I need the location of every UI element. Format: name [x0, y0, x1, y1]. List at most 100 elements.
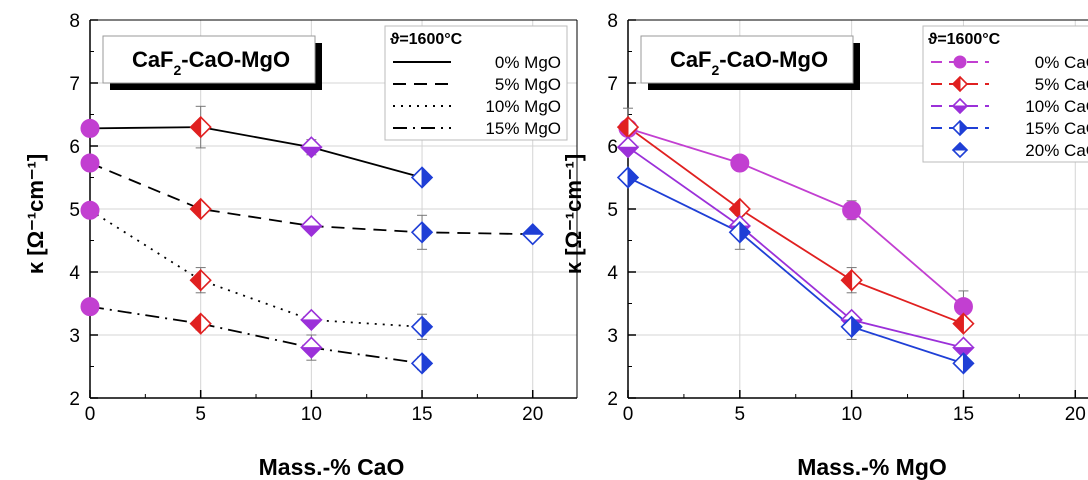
data-point	[952, 312, 975, 335]
data-point	[80, 297, 100, 317]
marker-fill	[739, 221, 751, 244]
data-point	[300, 308, 323, 332]
marker-fill	[617, 115, 629, 139]
x-tick-label: 15	[411, 404, 432, 425]
marker-fill	[962, 352, 975, 375]
legend-swatch-marker	[951, 97, 969, 115]
marker-fill	[421, 166, 433, 189]
x-tick-label: 0	[623, 404, 634, 425]
data-point	[616, 166, 640, 189]
data-point	[189, 268, 212, 292]
marker-fill	[840, 268, 853, 292]
legend: ϑ=1600°C 0% MgO 5% MgO 10% MgO 15% MgO	[384, 25, 568, 141]
data-point	[730, 153, 750, 173]
marker-fill	[851, 315, 863, 339]
legend-swatch-marker	[951, 119, 969, 137]
x-tick-label: 5	[735, 404, 746, 425]
data-point	[840, 268, 863, 292]
marker-fill	[189, 312, 202, 335]
x-tick-label: 0	[85, 404, 96, 425]
system-label: CaF2-CaO-MgO	[132, 47, 290, 78]
series-line	[89, 126, 423, 179]
legend: ϑ=1600°C 0% CaO 5% CaO 10% CaO 15% CaO 20% Ca…	[922, 25, 1088, 163]
chart-panel-1: 0 5 10 15 20 2 3 4 5 6 7 8 Mass.-% CaO κ [Ω⁻¹cm⁻¹] CaF…	[23, 11, 578, 480]
system-label: CaF2-CaO-MgO	[670, 47, 828, 78]
y-tick-label: 3	[69, 326, 80, 347]
x-tick-label: 20	[1065, 404, 1086, 425]
marker-fill	[300, 146, 323, 158]
y-tick-label: 5	[69, 200, 80, 221]
x-tick-label: 10	[301, 404, 322, 425]
marker-fill	[952, 75, 961, 93]
marker-fill	[189, 115, 202, 139]
legend-entry: 5% CaO	[1035, 75, 1088, 94]
x-tick-label: 10	[841, 404, 862, 425]
y-tick-label: 5	[607, 200, 618, 221]
data-point	[80, 118, 100, 138]
marker-fill	[951, 142, 969, 151]
marker-fill	[959, 119, 968, 137]
data-point	[300, 214, 323, 238]
data-point	[80, 153, 100, 173]
series-line	[627, 176, 964, 365]
legend-entry: 15% CaO	[1025, 119, 1088, 138]
marker-fill	[951, 105, 969, 114]
legend-entry: 5% MgO	[495, 75, 561, 94]
legend-entry: 10% MgO	[485, 97, 561, 116]
y-axis-label: κ [Ω⁻¹cm⁻¹]	[561, 154, 586, 274]
data-point	[410, 221, 434, 244]
marker-fill	[421, 352, 433, 375]
y-tick-label: 4	[607, 263, 618, 284]
series-line	[627, 127, 965, 308]
system-label-box: CaF2-CaO-MgO	[102, 35, 322, 90]
y-tick-label: 8	[69, 11, 80, 32]
data-point	[410, 352, 434, 375]
x-axis-label: Mass.-% CaO	[259, 454, 405, 480]
system-label-box: CaF2-CaO-MgO	[640, 35, 860, 90]
series-line	[89, 305, 423, 365]
marker-fill	[189, 268, 202, 292]
y-tick-label: 4	[69, 263, 80, 284]
legend-swatch-marker	[951, 75, 969, 93]
marker-fill	[300, 347, 323, 359]
series-line	[627, 126, 964, 325]
chart-panel-2: 0 5 10 15 20 2 3 4 5 6 7 8 Mass.-% MgO κ [Ω⁻¹cm⁻¹] CaF…	[561, 11, 1088, 480]
data-point	[728, 221, 751, 244]
y-tick-label: 8	[607, 11, 618, 32]
data-point	[728, 197, 751, 221]
legend-entry: 0% MgO	[495, 53, 561, 72]
legend-entry: 0% CaO	[1035, 53, 1088, 72]
data-point	[189, 197, 212, 221]
marker-fill	[729, 197, 741, 221]
x-tick-label: 5	[195, 404, 206, 425]
legend-title: ϑ=1600°C	[928, 31, 1001, 48]
marker-fill	[627, 166, 639, 189]
series-line	[627, 146, 964, 349]
legend-entry: 15% MgO	[485, 119, 561, 138]
data-point	[410, 166, 434, 189]
marker-fill	[616, 146, 640, 158]
marker-fill	[521, 223, 544, 235]
data-point	[840, 315, 863, 339]
marker-fill	[421, 221, 433, 244]
legend-entry: 20% CaO	[1025, 141, 1088, 160]
data-point	[842, 200, 862, 220]
x-tick-label: 15	[953, 404, 974, 425]
marker-fill	[300, 319, 323, 331]
legend-frame	[922, 25, 1088, 163]
data-point	[80, 200, 100, 220]
marker-fill	[300, 225, 323, 237]
legend-swatch-marker	[953, 55, 967, 69]
legend-entry: 10% CaO	[1025, 97, 1088, 116]
y-axis-label: κ [Ω⁻¹cm⁻¹]	[23, 154, 48, 274]
x-axis-label: Mass.-% MgO	[797, 454, 947, 480]
y-tick-label: 2	[607, 389, 618, 410]
data-point	[410, 315, 434, 339]
data-point	[300, 336, 323, 359]
marker-fill	[421, 315, 433, 339]
series-line	[89, 209, 423, 328]
data-point	[616, 136, 640, 159]
y-tick-label: 3	[607, 326, 618, 347]
marker-fill	[952, 312, 964, 335]
